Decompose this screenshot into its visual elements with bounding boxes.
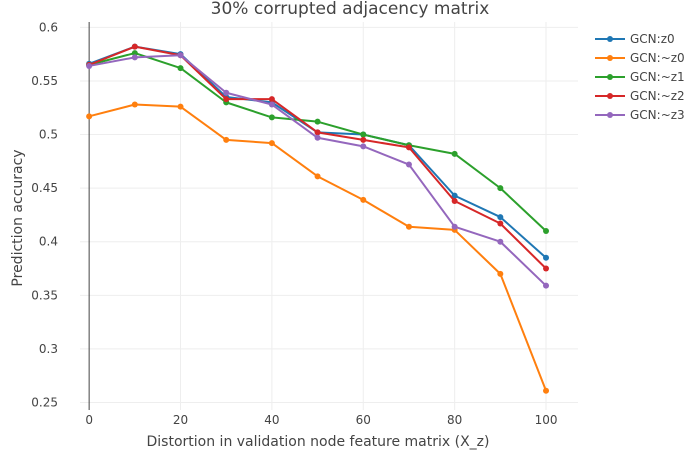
data-point [451, 197, 458, 204]
legend-point-marker [607, 74, 613, 80]
data-point [497, 214, 504, 221]
data-point [405, 223, 412, 230]
series-1 [86, 43, 550, 261]
y-tick-label: 0.35 [31, 288, 58, 302]
series-line [88, 103, 547, 392]
series-line [88, 52, 547, 232]
data-point [451, 223, 458, 230]
legend-label: GCN:z0 [630, 32, 675, 46]
y-axis-title: Prediction accuracy [10, 149, 26, 286]
series-4 [86, 43, 550, 272]
data-point [314, 118, 321, 125]
x-tick-label: 60 [356, 413, 371, 427]
legend-label: GCN:~z2 [630, 89, 685, 103]
data-point [451, 192, 458, 199]
series-2 [86, 101, 550, 394]
y-tick-label: 0.5 [39, 128, 58, 142]
legend-point-marker [607, 55, 613, 61]
data-point [543, 282, 550, 289]
data-point [497, 220, 504, 227]
legend-point-marker [607, 112, 613, 118]
x-tick-label: 80 [447, 413, 462, 427]
data-point [268, 96, 275, 103]
data-point [223, 89, 230, 96]
legend-label: GCN:~z0 [630, 51, 685, 65]
series-line [88, 45, 547, 259]
x-tick-label: 20 [173, 413, 188, 427]
x-axis-title: Distortion in validation node feature ma… [147, 434, 490, 450]
legend-point-marker [607, 93, 613, 99]
legend-label: GCN:~z1 [630, 70, 685, 84]
data-point [405, 161, 412, 168]
data-point [131, 54, 138, 61]
data-point [543, 265, 550, 272]
series-group [86, 43, 550, 394]
legend-label: GCN:~z3 [630, 108, 685, 122]
data-point [177, 103, 184, 110]
data-point [360, 196, 367, 203]
x-axis-ticks: 0 20 40 60 80 100 [85, 413, 557, 427]
data-point [131, 50, 138, 57]
data-point [497, 270, 504, 277]
data-point [314, 129, 321, 136]
data-point [543, 254, 550, 261]
y-tick-label: 0.25 [31, 395, 58, 409]
data-point [497, 185, 504, 192]
data-point [314, 134, 321, 141]
data-point [223, 136, 230, 143]
data-point [497, 238, 504, 245]
data-point [223, 96, 230, 103]
data-point [543, 387, 550, 394]
data-point [86, 113, 93, 120]
legend-point-marker [607, 36, 613, 42]
data-point [131, 43, 138, 50]
data-point [268, 140, 275, 147]
legend-item[interactable]: GCN:~z0 [595, 51, 685, 65]
legend-item[interactable]: GCN:~z1 [595, 70, 685, 84]
y-tick-label: 0.3 [39, 342, 58, 356]
data-point [360, 131, 367, 138]
legend[interactable]: GCN:z0 GCN:~z0 GCN:~z1 GCN:~z2 GCN:~z3 [595, 32, 685, 122]
data-point [314, 173, 321, 180]
grid-lines [80, 22, 578, 410]
series-5 [86, 52, 550, 289]
data-point [360, 143, 367, 150]
data-point [360, 136, 367, 143]
data-point [268, 114, 275, 121]
data-point [177, 65, 184, 72]
legend-item[interactable]: GCN:z0 [595, 32, 675, 46]
y-axis-ticks: 0.25 0.3 0.35 0.4 0.45 0.5 0.55 0.6 [31, 20, 58, 409]
data-point [543, 228, 550, 235]
data-point [405, 144, 412, 151]
y-tick-label: 0.4 [39, 235, 58, 249]
chart-title: 30% corrupted adjacency matrix [211, 0, 490, 19]
data-point [86, 62, 93, 69]
data-point [131, 101, 138, 108]
data-point [268, 101, 275, 108]
data-point [451, 150, 458, 157]
legend-item[interactable]: GCN:~z3 [595, 108, 685, 122]
x-tick-label: 40 [264, 413, 279, 427]
legend-item[interactable]: GCN:~z2 [595, 89, 685, 103]
x-tick-label: 0 [85, 413, 93, 427]
y-tick-label: 0.55 [31, 74, 58, 88]
y-tick-label: 0.6 [39, 20, 58, 34]
x-tick-label: 100 [535, 413, 558, 427]
y-tick-label: 0.45 [31, 181, 58, 195]
data-point [177, 52, 184, 59]
